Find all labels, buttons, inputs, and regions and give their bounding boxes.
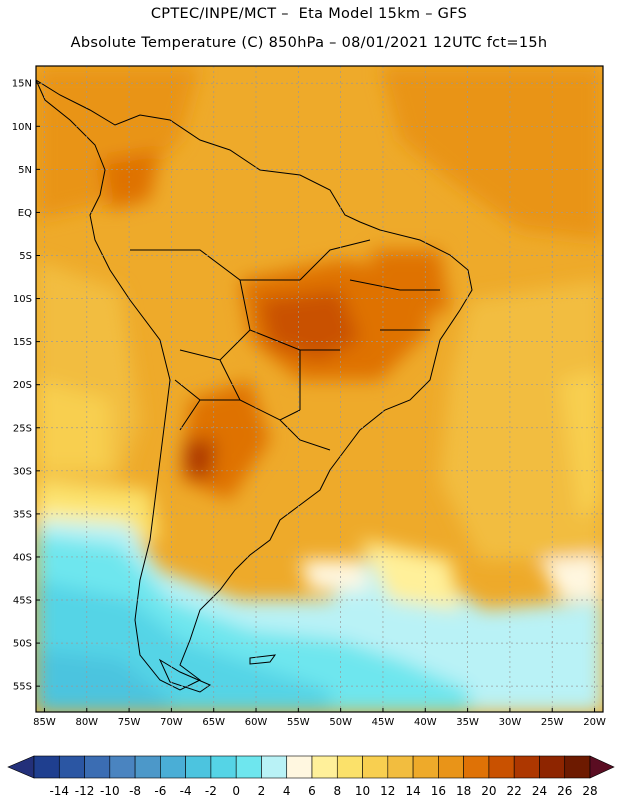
colorbar-label: 28 xyxy=(582,784,597,798)
lon-tick-label: 50W xyxy=(329,717,352,728)
lon-tick-label: 30W xyxy=(499,717,522,728)
colorbar-swatch xyxy=(58,755,85,779)
colorbar-label: 16 xyxy=(431,784,446,798)
colorbar-label: -14 xyxy=(49,784,69,798)
colorbar-swatch xyxy=(160,755,186,779)
colorbar-swatch xyxy=(261,755,288,779)
temperature-field xyxy=(36,66,603,712)
colorbar-swatch xyxy=(488,755,515,779)
map-title-line1: CPTEC/INPE/MCT – Eta Model 15km – GFS xyxy=(150,6,468,22)
temperature-map: 15N 10N 5N EQ 5S 10S 15S 20S 25S 30S 35S 40S 45S 50S 5… xyxy=(12,65,606,728)
lon-tick-label: 70W xyxy=(160,717,183,728)
colorbar-label: 20 xyxy=(481,784,496,798)
map-title-line2: Absolute Temperature (C) 850hPa – 08/01/… xyxy=(70,35,548,51)
lon-tick-label: 25W xyxy=(541,717,564,728)
colorbar-label: 22 xyxy=(507,784,522,798)
colorbar-swatch xyxy=(513,755,540,779)
lat-tick-label: 10S xyxy=(13,294,32,305)
colorbar-label: -8 xyxy=(129,784,141,798)
lon-tick-label: 65W xyxy=(202,717,225,728)
colorbar-swatch xyxy=(412,755,439,779)
lat-tick-label: 40S xyxy=(13,552,32,563)
lat-tick-label: 45S xyxy=(13,596,32,607)
colorbar-label: 24 xyxy=(532,784,547,798)
colorbar-swatch xyxy=(387,755,414,779)
lat-tick-label: 50S xyxy=(13,639,32,650)
colorbar-label: -10 xyxy=(100,784,120,798)
colorbar-label: 18 xyxy=(456,784,471,798)
colorbar-swatch xyxy=(286,755,313,779)
colorbar-label: 26 xyxy=(557,784,572,798)
lon-tick-label: 80W xyxy=(75,717,98,728)
colorbar-label: 6 xyxy=(308,784,316,798)
map-frame xyxy=(35,65,604,713)
colorbar-label: -12 xyxy=(75,784,95,798)
colorbar-swatch xyxy=(336,755,363,779)
lon-tick-label: 40W xyxy=(414,717,437,728)
colorbar-label: 4 xyxy=(283,784,291,798)
colorbar-swatch xyxy=(438,755,464,779)
colorbar-swatch xyxy=(84,755,111,779)
latitude-axis: 15N 10N 5N EQ 5S 10S 15S 20S 25S 30S 35S 40S 45S 50S 5… xyxy=(12,79,40,693)
lon-tick-label: 55W xyxy=(287,717,310,728)
colorbar-label: 12 xyxy=(380,784,395,798)
lat-tick-label: 5S xyxy=(19,251,32,262)
colorbar-swatch xyxy=(564,755,591,779)
lat-tick-label: 55S xyxy=(13,682,32,693)
lat-tick-label: 30S xyxy=(13,466,32,477)
colorbar-under-arrow xyxy=(7,755,35,779)
lon-tick-label: 85W xyxy=(33,717,56,728)
colorbar-swatch xyxy=(539,755,566,779)
colorbar-swatch xyxy=(33,755,60,779)
colorbar-label: -4 xyxy=(180,784,192,798)
lat-tick-label: EQ xyxy=(18,208,32,219)
colorbar-label: -6 xyxy=(154,784,166,798)
colorbar-label: -2 xyxy=(205,784,217,798)
lat-tick-label: 20S xyxy=(13,380,32,391)
colorbar-label: 2 xyxy=(258,784,266,798)
colorbar-swatch xyxy=(362,755,389,779)
lat-tick-label: 35S xyxy=(13,509,32,520)
lat-tick-label: 15S xyxy=(13,337,32,348)
lon-tick-label: 75W xyxy=(118,717,141,728)
colorbar-label: 10 xyxy=(355,784,370,798)
colorbar-swatch xyxy=(185,755,212,779)
colorbar-label: 8 xyxy=(333,784,341,798)
colorbar-swatch xyxy=(311,755,338,779)
lon-tick-label: 35W xyxy=(456,717,479,728)
lon-tick-label: 20W xyxy=(583,717,606,728)
lat-tick-label: 15N xyxy=(12,79,32,90)
lon-tick-label: 45W xyxy=(372,717,395,728)
lat-tick-label: 5N xyxy=(18,165,32,176)
colorbar-swatch xyxy=(134,755,161,779)
colorbar: -14 -12 -10 -8 -6 -4 -2 0 2 4 6 8 10 12 14 16 18 20 22 24 26… xyxy=(7,755,615,798)
longitude-axis: 85W 80W 75W 70W 65W 60W 55W 50W 45W 40W 35W 30W 25W 2… xyxy=(33,708,606,728)
colorbar-over-arrow xyxy=(589,755,615,779)
lon-tick-label: 60W xyxy=(245,717,268,728)
colorbar-label: 14 xyxy=(405,784,420,798)
colorbar-label: 0 xyxy=(232,784,240,798)
colorbar-swatch xyxy=(463,755,490,779)
colorbar-swatch xyxy=(235,755,262,779)
colorbar-swatch xyxy=(109,755,136,779)
lat-tick-label: 10N xyxy=(12,122,32,133)
colorbar-swatch xyxy=(210,755,237,779)
coastlines xyxy=(36,79,473,693)
lat-tick-label: 25S xyxy=(13,423,32,434)
